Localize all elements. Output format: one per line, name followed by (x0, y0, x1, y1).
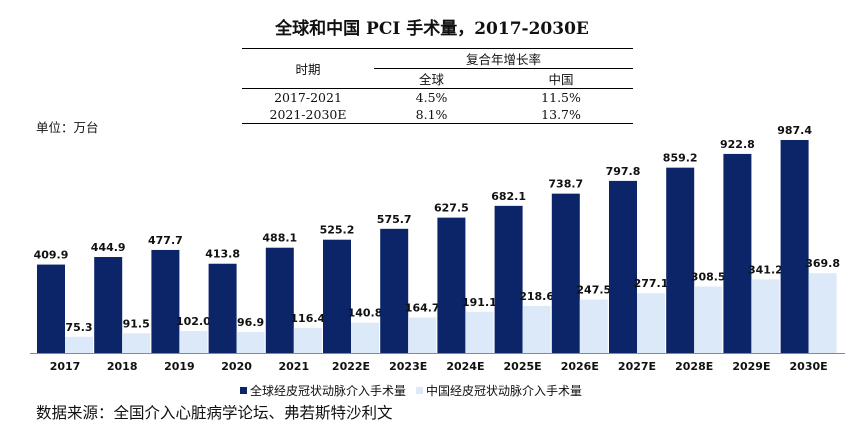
china-header: 中国 (489, 68, 633, 89)
data-label-china: 91.5 (123, 317, 150, 330)
bar-global (323, 239, 351, 353)
bar-china (579, 299, 608, 353)
x-tick-label: 2019 (164, 360, 195, 373)
legend-swatch-global (240, 387, 247, 394)
data-label-china: 341.2 (748, 263, 783, 276)
period-cell: 2021-2030E (242, 106, 374, 124)
data-label-china: 164.7 (405, 301, 440, 314)
bar-china (522, 305, 551, 353)
data-label-global: 575.7 (377, 213, 412, 226)
data-label-global: 797.8 (606, 165, 641, 178)
bar-china (179, 330, 208, 353)
bar-china (694, 286, 723, 353)
global-cagr-cell: 8.1% (374, 106, 490, 124)
x-tick-label: 2022E (332, 360, 370, 373)
bar-global (609, 180, 637, 353)
bar-chart: 409.9 75.3 2017 444.9 91.5 2018 477.7 102.0 2019… (30, 124, 845, 373)
bar-china (122, 333, 151, 353)
x-tick-label: 2027E (618, 360, 656, 373)
data-label-china: 140.8 (348, 307, 383, 320)
period-header: 时期 (242, 48, 374, 89)
bar-global (94, 257, 123, 353)
legend-item-china: 中国经皮冠状动脉介入手术量 (416, 382, 582, 399)
bar-global (437, 217, 466, 353)
bar-global (666, 167, 695, 353)
bar-global (494, 205, 523, 353)
data-label-global: 525.2 (320, 224, 355, 237)
bar-china (751, 279, 780, 353)
legend-item-global: 全球经皮冠状动脉介入手术量 (240, 382, 406, 399)
bar-global (551, 193, 580, 353)
data-label-global: 859.2 (663, 152, 698, 165)
bar-global (208, 263, 237, 353)
data-label-global: 738.7 (548, 178, 583, 191)
cagr-header: 复合年增长率 (374, 48, 633, 69)
bar-china (65, 336, 93, 353)
data-label-global: 444.9 (91, 241, 126, 254)
x-tick-label: 2018 (107, 360, 138, 373)
bar-global (380, 228, 409, 353)
x-tick-label: 2020 (221, 360, 252, 373)
data-label-china: 96.9 (237, 316, 264, 329)
bar-global (151, 249, 180, 353)
chart-title: 全球和中国 PCI 手术量，2017-2030E (275, 19, 589, 39)
bar-china (408, 317, 437, 353)
data-label-china: 102.0 (176, 315, 211, 328)
unit-label: 单位：万台 (36, 120, 99, 135)
period-cell: 2017-2021 (274, 90, 342, 105)
data-label-china: 308.5 (691, 270, 726, 283)
data-label-china: 75.3 (65, 321, 92, 334)
legend-swatch-china (416, 387, 424, 394)
global-cagr-cell: 4.5% (415, 90, 448, 105)
x-tick-label: 2026E (561, 360, 599, 373)
data-label-global: 682.1 (491, 190, 526, 203)
data-label-global: 627.5 (434, 202, 469, 215)
bar-global (37, 264, 65, 353)
bar-global (780, 140, 809, 353)
data-label-global: 409.9 (34, 249, 69, 262)
x-tick-label: 2024E (446, 360, 484, 373)
data-label-china: 218.6 (519, 290, 554, 303)
source-note: 数据来源：全国介入心脏病学论坛、弗若斯特沙利文 (36, 404, 393, 422)
data-label-china: 247.5 (576, 284, 611, 297)
data-label-global: 488.1 (262, 232, 297, 245)
x-tick-label: 2029E (732, 360, 770, 373)
bar-china (236, 332, 265, 353)
data-label-china: 191.1 (462, 296, 497, 309)
x-tick-label: 2030E (790, 360, 828, 373)
x-tick-label: 2021 (278, 360, 309, 373)
table-row: 2021-2030E 8.1% 13.7% (242, 106, 633, 124)
legend-label-global: 全球经皮冠状动脉介入手术量 (250, 384, 407, 398)
china-cagr-cell: 11.5% (541, 90, 581, 105)
x-tick-label: 2017 (50, 360, 81, 373)
bar-china (465, 311, 494, 353)
global-header: 全球 (374, 68, 490, 89)
table-row: 2017-2021 4.5% 11.5% (242, 89, 633, 107)
legend-label-china: 中国经皮冠状动脉介入手术量 (426, 384, 583, 398)
data-label-china: 116.4 (290, 312, 325, 325)
cagr-table: 时期 复合年增长率 全球 中国 2017-2021 4.5% 11.5% 202… (242, 48, 633, 124)
data-label-global: 477.7 (148, 234, 183, 247)
data-label-china: 277.1 (634, 277, 669, 290)
bar-china (351, 322, 379, 353)
bar-global (265, 247, 294, 353)
bar-global (723, 153, 752, 353)
legend: 全球经皮冠状动脉介入手术量 中国经皮冠状动脉介入手术量 (240, 382, 582, 399)
bar-china (637, 293, 665, 353)
bar-china (293, 327, 322, 353)
data-label-global: 413.8 (205, 248, 240, 261)
bar-china (808, 273, 837, 353)
data-label-global: 922.8 (720, 138, 755, 151)
x-tick-label: 2025E (504, 360, 542, 373)
data-label-china: 369.8 (805, 257, 840, 270)
china-cagr-cell: 13.7% (489, 106, 633, 124)
x-tick-label: 2023E (389, 360, 427, 373)
x-tick-label: 2028E (675, 360, 713, 373)
data-label-global: 987.4 (777, 124, 812, 137)
